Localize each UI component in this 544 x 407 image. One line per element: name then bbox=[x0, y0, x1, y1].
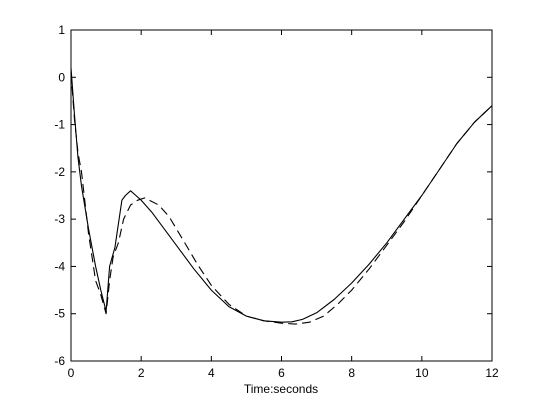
y-tick-label: -4 bbox=[54, 259, 65, 273]
x-tick-label: 0 bbox=[68, 366, 75, 380]
series-group bbox=[70, 67, 493, 325]
x-tick-label: 4 bbox=[208, 366, 215, 380]
y-tick-label: -6 bbox=[54, 354, 65, 368]
x-tick-label: 12 bbox=[485, 366, 499, 380]
x-axis-label: Time:seconds bbox=[244, 382, 318, 396]
y-tick-label: -2 bbox=[54, 165, 65, 179]
y-tick-label: -1 bbox=[54, 118, 65, 132]
x-tick-label: 2 bbox=[138, 366, 145, 380]
y-tick-label: -3 bbox=[54, 212, 65, 226]
y-tick-label: 1 bbox=[58, 23, 65, 37]
series-line-solid bbox=[70, 67, 493, 323]
x-tick-label: 8 bbox=[348, 366, 355, 380]
x-tick-label: 10 bbox=[415, 366, 429, 380]
y-tick-label: 0 bbox=[58, 70, 65, 84]
plot-area bbox=[70, 29, 493, 362]
x-tick-label: 6 bbox=[278, 366, 285, 380]
y-tick-label: -5 bbox=[54, 307, 65, 321]
series-line-dashed bbox=[70, 72, 493, 325]
